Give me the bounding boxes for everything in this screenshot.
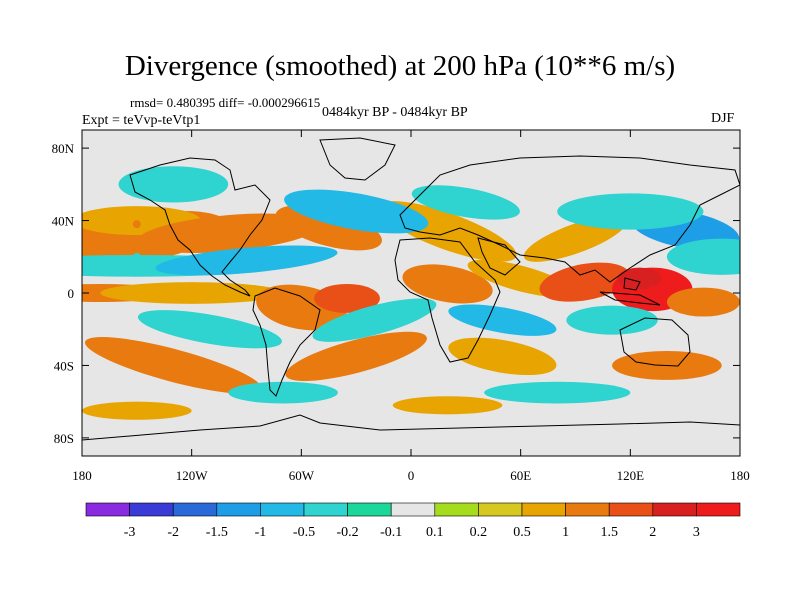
feature-marker [297, 310, 306, 319]
feature-marker [132, 220, 141, 229]
map-plot-area [82, 130, 740, 456]
colorbar-swatch [260, 502, 305, 517]
coastline-maritime-continent [599, 291, 661, 306]
x-tick-label: 120W [176, 468, 209, 483]
colorbar-label: 2 [649, 525, 656, 540]
field-patch [314, 283, 380, 313]
field-patch [402, 264, 493, 304]
field-patch [228, 381, 338, 404]
field-patch [448, 337, 557, 376]
feature-marker [352, 352, 361, 361]
colorbar-swatch [696, 502, 741, 517]
feature-marker [132, 252, 141, 261]
colorbar: -3 -2 -1.5 -1 -0.5 -0.2 -0.1 0.1 0.2 0.5 1 1.5 2 3 [85, 502, 741, 540]
colorbar-label: -1 [255, 525, 267, 540]
chart-title: Divergence (smoothed) at 200 hPa (10**6 … [124, 50, 676, 82]
colorbar-swatch [434, 502, 479, 517]
colorbar-swatch [303, 502, 348, 517]
coastline-australia [619, 317, 691, 367]
coastline-north-america [129, 157, 271, 297]
experiment-label: Expt = teVvp-teVtp1 [82, 113, 201, 128]
period-label: 0484kyr BP - 0484kyr BP [322, 105, 468, 120]
colorbar-label: -3 [124, 525, 136, 540]
x-tick-label: 0 [408, 468, 415, 483]
feature-marker [580, 278, 589, 287]
field-patch [411, 185, 520, 220]
feature-marker [648, 285, 657, 294]
coastline-borneo [623, 277, 641, 291]
colorbar-label: 1 [562, 525, 569, 540]
feature-marker [681, 234, 690, 243]
feature-marker [324, 212, 333, 221]
colorbar-swatch [172, 502, 218, 517]
colorbar-label: 0.2 [470, 525, 488, 540]
x-tick-label: 180 [730, 468, 750, 483]
field-patch [85, 337, 262, 394]
coastline-eurasia [399, 155, 740, 283]
colorbar-swatch [608, 502, 654, 517]
field-patch [392, 396, 503, 415]
colorbar-label: -1.5 [206, 525, 228, 540]
coastlines [82, 137, 740, 441]
y-tick-label: 0 [68, 286, 75, 301]
colorbar-label: 0.1 [426, 525, 444, 540]
season-label: DJF [711, 111, 735, 126]
field-patch [82, 401, 192, 420]
field-patch [557, 193, 704, 230]
field-patch [617, 267, 662, 290]
x-axis: 180 120W 60W 0 60E 120E 180 [72, 130, 750, 483]
field-patch [448, 304, 557, 336]
field-patch [312, 298, 437, 342]
divergence-field [82, 166, 740, 420]
field-patch [100, 282, 284, 304]
colorbar-swatch [565, 502, 610, 517]
colorbar-label: 1.5 [600, 525, 618, 540]
y-tick-label: 80S [54, 431, 74, 446]
colorbar-swatch [347, 502, 392, 517]
x-tick-label: 120E [617, 468, 645, 483]
y-tick-label: 80N [52, 141, 75, 156]
colorbar-swatch [521, 502, 566, 517]
coastline-africa [394, 237, 501, 363]
coastline-antarctica [82, 414, 740, 441]
field-patch [566, 305, 658, 335]
field-patch [137, 213, 320, 253]
field-patch [484, 381, 631, 404]
coastline-south-america [252, 287, 321, 397]
field-patch [275, 205, 382, 251]
x-tick-label: 60W [289, 468, 315, 483]
rmsd-diff-stats: rmsd= 0.480395 diff= -0.000296615 [130, 95, 321, 110]
field-patch [137, 310, 282, 349]
colorbar-label: 3 [693, 525, 700, 540]
field-patch [284, 189, 429, 234]
y-tick-label: 40N [52, 214, 75, 229]
colorbar-label: -0.5 [293, 525, 315, 540]
y-tick-label: 40S [54, 358, 74, 373]
colorbar-label: -0.1 [380, 525, 402, 540]
colorbar-label: -2 [167, 525, 179, 540]
field-patch [666, 287, 740, 317]
colorbar-swatch [390, 502, 436, 517]
y-axis: 80N 40N 0 40S 80S [52, 141, 740, 446]
field-patch [155, 245, 338, 276]
field-patch [666, 238, 740, 275]
colorbar-swatch [216, 502, 261, 517]
x-tick-label: 60E [510, 468, 531, 483]
x-tick-label: 180 [72, 468, 92, 483]
colorbar-swatch [129, 502, 174, 517]
coastline-arabia [477, 237, 521, 276]
colorbar-label: -0.2 [337, 525, 359, 540]
field-patch [118, 166, 229, 203]
coastline-greenland [319, 137, 396, 181]
colorbar-label: 0.5 [513, 525, 531, 540]
colorbar-swatch [652, 502, 697, 517]
colorbar-swatch [85, 502, 130, 517]
colorbar-swatch [478, 502, 523, 517]
